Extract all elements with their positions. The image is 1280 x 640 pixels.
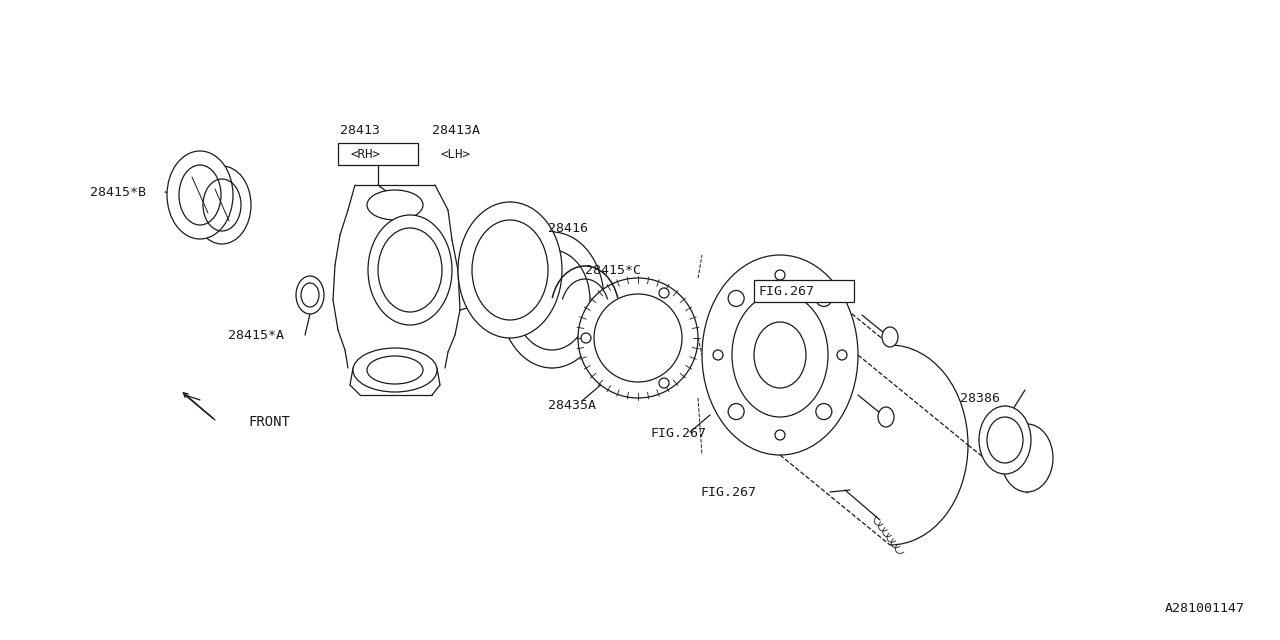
Ellipse shape [458, 202, 562, 338]
Text: FRONT: FRONT [248, 415, 289, 429]
Circle shape [659, 378, 669, 388]
Circle shape [815, 291, 832, 307]
Ellipse shape [367, 190, 422, 220]
Circle shape [728, 291, 744, 307]
Text: FIG.267: FIG.267 [650, 426, 707, 440]
Bar [754, 280, 854, 302]
Text: 28415*B: 28415*B [90, 186, 146, 198]
Text: 28413A: 28413A [433, 124, 480, 136]
Ellipse shape [500, 232, 604, 368]
Ellipse shape [369, 215, 452, 325]
Text: 28435A: 28435A [548, 399, 596, 412]
Circle shape [774, 270, 785, 280]
Text: FIG.267: FIG.267 [700, 486, 756, 499]
Text: A281001147: A281001147 [1165, 602, 1245, 615]
Ellipse shape [882, 327, 899, 347]
Circle shape [581, 333, 591, 343]
Ellipse shape [579, 278, 698, 398]
Ellipse shape [1001, 424, 1053, 492]
Ellipse shape [701, 255, 858, 455]
Text: 28386: 28386 [960, 392, 1000, 404]
Ellipse shape [193, 166, 251, 244]
Ellipse shape [353, 348, 436, 392]
Text: 28415*A: 28415*A [228, 328, 284, 342]
Circle shape [774, 430, 785, 440]
Text: 28415*C: 28415*C [585, 264, 641, 276]
Text: 28416: 28416 [548, 221, 588, 234]
Circle shape [728, 404, 744, 420]
Ellipse shape [296, 276, 324, 314]
Bar [338, 143, 419, 165]
Circle shape [713, 350, 723, 360]
Circle shape [815, 404, 832, 420]
Circle shape [837, 350, 847, 360]
Text: <RH>: <RH> [349, 147, 380, 161]
Circle shape [659, 288, 669, 298]
Text: FIG.267: FIG.267 [758, 285, 814, 298]
Ellipse shape [166, 151, 233, 239]
Ellipse shape [878, 407, 893, 427]
Text: <LH>: <LH> [440, 147, 470, 161]
Text: 28413: 28413 [340, 124, 380, 136]
Ellipse shape [979, 406, 1030, 474]
